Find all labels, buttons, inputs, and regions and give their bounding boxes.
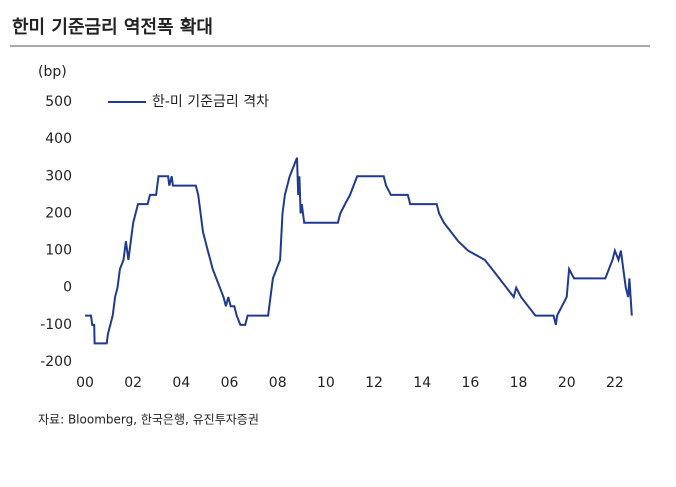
x-tick-label: 06 <box>221 375 239 391</box>
source: 자료: Bloomberg, 한국은행, 유진투자증권 <box>38 412 259 427</box>
x-tick-label: 14 <box>413 375 431 391</box>
x-tick-label: 16 <box>461 375 479 391</box>
x-tick-label: 02 <box>124 375 142 391</box>
y-tick-label: 300 <box>45 168 72 184</box>
x-tick-label: 22 <box>606 375 624 391</box>
y-tick-label: -100 <box>40 317 72 333</box>
y-unit: (bp) <box>38 64 67 80</box>
legend-label: 한-미 기준금리 격차 <box>152 94 269 110</box>
x-tick-label: 00 <box>76 375 94 391</box>
y-tick-label: 500 <box>45 94 72 110</box>
x-tick-label: 04 <box>172 375 190 391</box>
x-tick-label: 12 <box>365 375 383 391</box>
x-tick-label: 08 <box>269 375 287 391</box>
y-tick-label: 100 <box>45 243 72 259</box>
data-line <box>85 157 633 345</box>
y-tick-label: 200 <box>45 205 72 221</box>
x-tick-label: 18 <box>510 375 528 391</box>
y-tick-label: 0 <box>63 280 72 296</box>
x-tick-label: 10 <box>317 375 335 391</box>
y-tick-label: 400 <box>45 131 72 147</box>
chart-title: 한미 기준금리 역전폭 확대 <box>12 17 213 38</box>
y-tick-label: -200 <box>40 354 72 370</box>
x-tick-label: 20 <box>558 375 576 391</box>
